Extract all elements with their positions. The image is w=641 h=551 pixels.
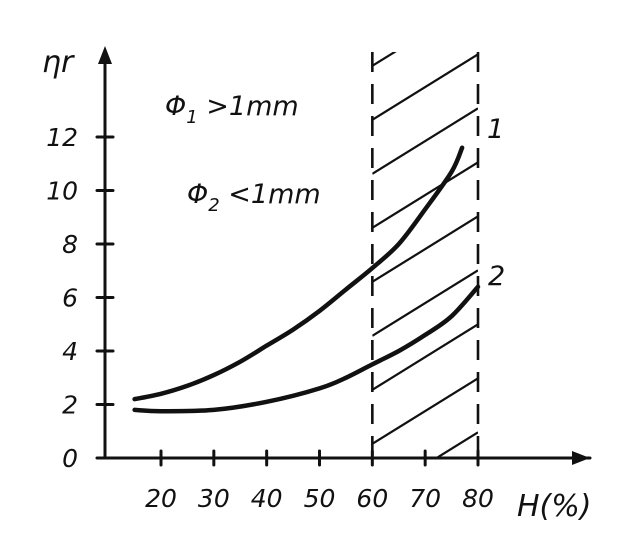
- x-tick-label-20: 20: [145, 484, 177, 513]
- hatch-line: [372, 52, 397, 67]
- y-axis-arrow: [98, 46, 112, 64]
- hatch-line: [372, 53, 479, 121]
- x-axis-label: H(%): [517, 489, 591, 524]
- y-axis-label: ηr: [42, 45, 75, 80]
- series-line-1: [132, 145, 465, 402]
- x-axis-arrow: [572, 451, 590, 465]
- hatch-lines: [372, 0, 479, 458]
- shaded-region: [371, 0, 480, 458]
- hatch-line: [372, 377, 479, 445]
- series-label-2: 2: [488, 261, 505, 292]
- hatch-line: [372, 107, 479, 175]
- x-tick-label-80: 80: [462, 484, 494, 513]
- y-tick-label-10: 10: [46, 177, 78, 206]
- series-line-2: [132, 284, 481, 414]
- annotation-phi1: Φ1 >1mm: [165, 91, 299, 128]
- x-tick-label-50: 50: [304, 484, 336, 513]
- y-tick-label-2: 2: [62, 391, 78, 420]
- hatch-line: [434, 431, 479, 458]
- y-tick-label-0: 0: [62, 444, 78, 473]
- x-tick-label-60: 60: [356, 484, 388, 513]
- y-tick-label-8: 8: [62, 230, 78, 259]
- hatch-line: [372, 0, 478, 12]
- x-tick-label-30: 30: [198, 484, 230, 513]
- y-tick-label-4: 4: [62, 337, 78, 366]
- x-tick-label-40: 40: [251, 484, 283, 513]
- x-tick-label-70: 70: [409, 484, 441, 513]
- hatch-line: [372, 323, 479, 391]
- hatch-line: [372, 269, 479, 337]
- series-label-1: 1: [487, 114, 504, 145]
- hatch-line: [372, 215, 479, 283]
- y-tick-label-6: 6: [62, 284, 78, 313]
- annotation-phi2: Φ2 <1mm: [187, 179, 321, 216]
- y-tick-label-12: 12: [46, 123, 78, 152]
- ticks: 20 30 40 50 60 70 80 0 2 4 6 8 10 12: [46, 123, 494, 513]
- hatch-line: [372, 161, 479, 229]
- axes: [98, 46, 592, 465]
- series: [132, 145, 481, 414]
